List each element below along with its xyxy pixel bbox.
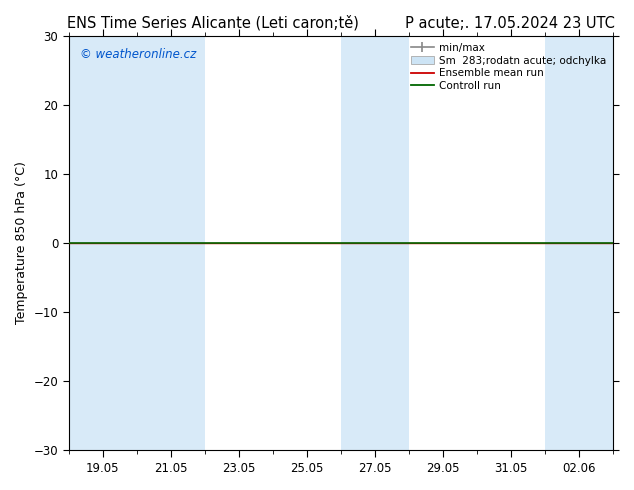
Text: © weatheronline.cz: © weatheronline.cz [80, 48, 196, 61]
Title: ENS Time Series Alicante (Leti caron;tě)          P acute;. 17.05.2024 23 UTC: ENS Time Series Alicante (Leti caron;tě)… [67, 15, 615, 30]
Bar [545, 36, 614, 450]
Legend: min/max, Sm  283;rodatn acute; odchylka, Ensemble mean run, Controll run: min/max, Sm 283;rodatn acute; odchylka, … [409, 41, 608, 93]
Y-axis label: Temperature 850 hPa (°C): Temperature 850 hPa (°C) [15, 162, 28, 324]
Bar [68, 36, 137, 450]
Bar [137, 36, 205, 450]
Bar [341, 36, 409, 450]
